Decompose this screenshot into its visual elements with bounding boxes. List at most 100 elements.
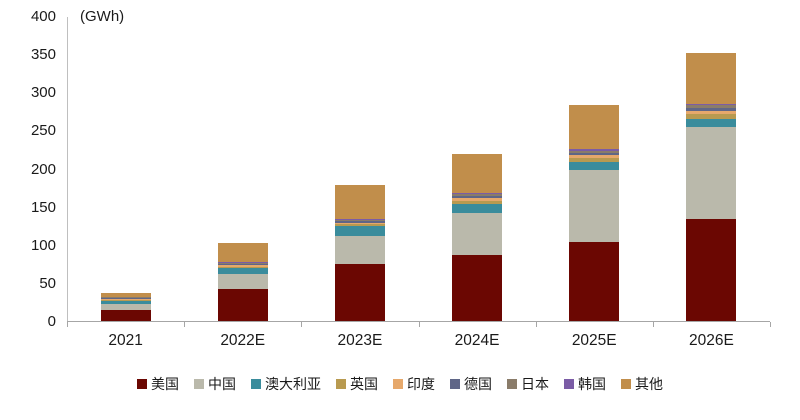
bar-2022E bbox=[217, 242, 268, 321]
bar-segment-澳大利亚 bbox=[217, 268, 268, 274]
legend-swatch-icon bbox=[564, 379, 574, 389]
y-tick-label: 300 bbox=[30, 84, 56, 102]
x-axis-tick bbox=[770, 322, 771, 327]
legend-item-中国: 中国 bbox=[194, 374, 236, 394]
legend-item-韩国: 韩国 bbox=[564, 374, 606, 394]
legend-label: 美国 bbox=[151, 376, 179, 392]
legend-label: 中国 bbox=[208, 376, 236, 392]
legend-label: 德国 bbox=[464, 376, 492, 392]
y-tick-label: 0 bbox=[47, 313, 56, 330]
bar-segment-英国 bbox=[217, 266, 268, 269]
bar-segment-日本 bbox=[452, 194, 503, 196]
bar-segment-其他 bbox=[686, 53, 737, 104]
bar-segment-其他 bbox=[452, 154, 503, 193]
bar-segment-中国 bbox=[686, 127, 737, 219]
bar-segment-中国 bbox=[217, 273, 268, 289]
bar-2025E bbox=[569, 105, 620, 321]
bar-segment-其他 bbox=[569, 105, 620, 150]
bar-segment-印度 bbox=[217, 265, 268, 267]
bar-2026E bbox=[686, 53, 737, 321]
legend-swatch-icon bbox=[336, 379, 346, 389]
legend-swatch-icon bbox=[507, 379, 517, 389]
legend-swatch-icon bbox=[393, 379, 403, 389]
bar-segment-英国 bbox=[569, 157, 620, 162]
legend-swatch-icon bbox=[251, 379, 261, 389]
x-axis: 2021 2022E 2023E 2024E 2025E 2026E bbox=[67, 332, 770, 352]
x-tick-label: 2023E bbox=[337, 332, 383, 349]
bar-segment-印度 bbox=[100, 298, 151, 300]
bar-segment-英国 bbox=[686, 114, 737, 119]
legend-label: 澳大利亚 bbox=[265, 376, 321, 392]
legend-swatch-icon bbox=[137, 379, 147, 389]
x-axis-line bbox=[67, 321, 770, 322]
bar-segment-美国 bbox=[452, 255, 503, 321]
x-axis-tick bbox=[652, 322, 654, 327]
legend-label: 其他 bbox=[635, 376, 663, 392]
bar-segment-印度 bbox=[686, 110, 737, 115]
bar-2023E bbox=[334, 185, 385, 321]
y-tick-label: 200 bbox=[30, 160, 56, 178]
x-tick-label: 2021 bbox=[108, 332, 143, 349]
legend-label: 韩国 bbox=[578, 376, 606, 392]
bar-segment-美国 bbox=[217, 288, 268, 321]
legend-label: 印度 bbox=[407, 376, 435, 392]
legend-item-英国: 英国 bbox=[336, 374, 378, 394]
x-axis-tick bbox=[67, 322, 68, 327]
x-tick-label: 2022E bbox=[220, 332, 266, 349]
legend-item-美国: 美国 bbox=[137, 374, 179, 394]
bar-segment-印度 bbox=[569, 154, 620, 158]
bar-segment-印度 bbox=[334, 222, 385, 225]
bar-segment-日本 bbox=[100, 297, 151, 299]
bar-segment-中国 bbox=[334, 235, 385, 264]
legend: 美国 中国 澳大利亚 英国 印度 德国 日本 韩国 其他 bbox=[0, 374, 800, 394]
bar-segment-德国 bbox=[569, 152, 620, 155]
bar-2024E bbox=[452, 154, 503, 321]
bar-segment-韩国 bbox=[569, 149, 620, 151]
bar-segment-其他 bbox=[334, 185, 385, 219]
bar-segment-澳大利亚 bbox=[334, 226, 385, 236]
bar-segment-中国 bbox=[100, 304, 151, 310]
y-axis-unit-label: (GWh) bbox=[80, 8, 125, 25]
bar-segment-澳大利亚 bbox=[452, 203, 503, 213]
x-axis-tick bbox=[535, 322, 537, 327]
x-tick-label: 2025E bbox=[571, 332, 617, 349]
x-axis-tick bbox=[184, 322, 186, 327]
y-axis-line bbox=[67, 17, 68, 322]
bar-segment-美国 bbox=[686, 218, 737, 321]
bar-segment-英国 bbox=[452, 200, 503, 204]
bar-segment-澳大利亚 bbox=[686, 118, 737, 128]
bar-segment-日本 bbox=[217, 263, 268, 265]
x-axis-tick bbox=[301, 322, 303, 327]
bar-segment-印度 bbox=[452, 198, 503, 201]
bar-segment-其他 bbox=[100, 292, 151, 298]
x-tick-label: 2024E bbox=[454, 332, 500, 349]
bar-segment-韩国 bbox=[686, 103, 737, 106]
y-tick-label: 100 bbox=[30, 236, 56, 254]
bar-segment-日本 bbox=[686, 105, 737, 108]
legend-swatch-icon bbox=[621, 379, 631, 389]
y-axis: 0 50 100 150 200 250 300 350 400 bbox=[0, 8, 56, 330]
y-tick-label: 350 bbox=[30, 46, 56, 64]
bar-segment-日本 bbox=[569, 151, 620, 153]
bar-segment-德国 bbox=[686, 107, 737, 111]
bar-segment-澳大利亚 bbox=[569, 161, 620, 171]
y-tick-label: 400 bbox=[30, 8, 56, 25]
bar-segment-英国 bbox=[334, 224, 385, 227]
bar-segment-中国 bbox=[452, 212, 503, 256]
legend-item-日本: 日本 bbox=[507, 374, 549, 394]
legend-label: 日本 bbox=[521, 376, 549, 392]
legend-item-澳大利亚: 澳大利亚 bbox=[251, 374, 321, 394]
bar-segment-韩国 bbox=[452, 192, 503, 195]
y-tick-label: 250 bbox=[30, 122, 56, 140]
x-axis-tick bbox=[418, 322, 420, 327]
bar-segment-德国 bbox=[334, 221, 385, 223]
y-tick-label: 150 bbox=[30, 198, 56, 216]
bar-segment-中国 bbox=[569, 170, 620, 243]
bar-segment-韩国 bbox=[334, 218, 385, 220]
legend-swatch-icon bbox=[450, 379, 460, 389]
bar-2021 bbox=[100, 292, 151, 321]
bar-segment-美国 bbox=[569, 242, 620, 321]
bar-segment-德国 bbox=[452, 196, 503, 199]
legend-label: 英国 bbox=[350, 376, 378, 392]
x-tick-label: 2026E bbox=[688, 332, 734, 349]
